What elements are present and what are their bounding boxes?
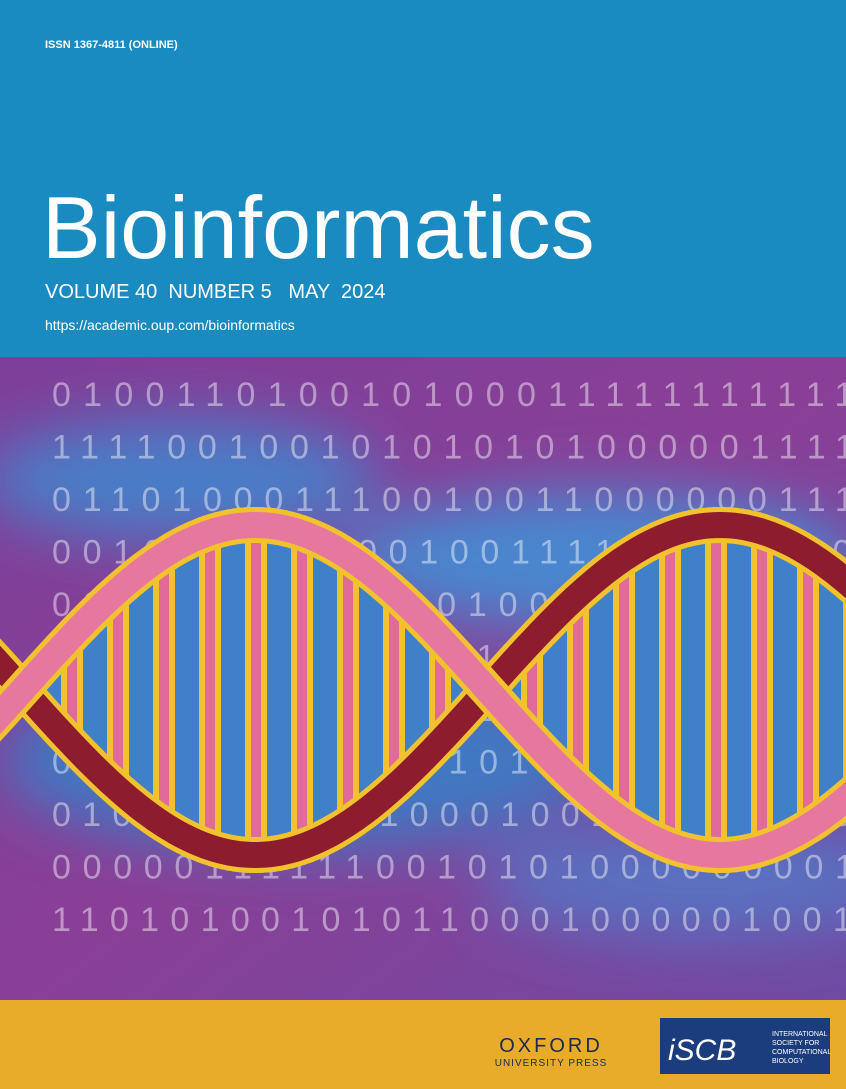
iscb-box — [660, 1018, 830, 1074]
binary-row: 1111001001010101010000011111 — [52, 429, 846, 467]
iscb-logo: iSCB — [668, 1034, 736, 1067]
issue-line: VOLUME 40 NUMBER 5 MAY 2024 — [45, 281, 386, 303]
journal-title: Bioinformatics — [42, 178, 595, 277]
strand-pink — [0, 511, 846, 869]
url: https://academic.oup.com/bioinformatics — [45, 317, 295, 333]
header-band — [0, 0, 846, 357]
oup-logo: OXFORD — [499, 1035, 603, 1057]
strand-dark — [0, 511, 846, 869]
cover-art: 0100110100101000111111111111111100100101… — [0, 357, 846, 1000]
oup-sub: UNIVERSITY PRESS — [495, 1058, 608, 1069]
iscb-name: INTERNATIONAL SOCIETY FOR COMPUTATIONAL BIO… — [772, 1031, 831, 1065]
iscb-name-line: INTERNATIONAL — [772, 1031, 828, 1038]
binary-row: 1101010010101100010000010010 — [52, 901, 846, 939]
issn: ISSN 1367-4811 (ONLINE) — [45, 39, 178, 51]
iscb-name-line: SOCIETY FOR — [772, 1040, 819, 1047]
dna-helix — [0, 506, 846, 874]
iscb-name-line: COMPUTATIONAL — [772, 1049, 831, 1056]
iscb-name-line: BIOLOGY — [772, 1058, 804, 1065]
